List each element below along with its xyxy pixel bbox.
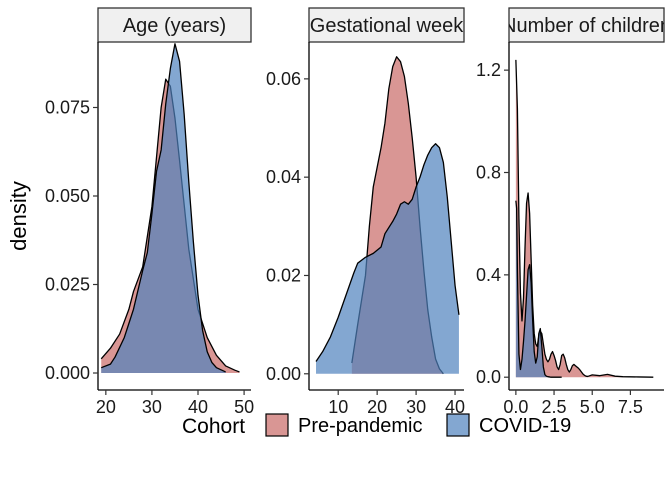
y-tick-label: 0.02 xyxy=(266,265,301,285)
x-tick-label: 7.5 xyxy=(618,397,643,417)
y-tick-label: 0.025 xyxy=(45,275,90,295)
facet-panel-number-of-children: Number of children 0.0 0.4 0.8 1.2 0.0 2.5 5.0 7… xyxy=(476,7,671,417)
y-tick-label: 0.00 xyxy=(266,364,301,384)
legend-title: Cohort xyxy=(182,415,245,438)
x-tick-label: 40 xyxy=(445,397,465,417)
legend-label-pre-pandemic: Pre-pandemic xyxy=(298,415,423,437)
facet-panel-age-years: Age (years) 0.000 0.025 0.050 0.075 20 30 40 50 xyxy=(45,7,254,417)
strip-box xyxy=(97,7,252,43)
density-area-covid-19 xyxy=(101,43,226,374)
legend-key-pre-pandemic xyxy=(265,413,289,437)
legend: Cohort Pre-pandemic COVID-19 xyxy=(182,413,571,438)
x-tick-label: 5.0 xyxy=(580,397,605,417)
x-tick-label: 0.0 xyxy=(503,397,528,417)
strip-title: Gestational week xyxy=(310,15,464,37)
x-tick-label: 30 xyxy=(142,397,162,417)
x-tick-label: 50 xyxy=(234,397,254,417)
y-tick-label: 0.4 xyxy=(476,265,501,285)
x-tick-label: 40 xyxy=(188,397,208,417)
y-axis-label: density xyxy=(6,181,31,251)
facet-panel-gestational-week: Gestational week 0.00 0.02 0.04 0.06 10 20 30 40 xyxy=(266,7,465,417)
strip-box xyxy=(508,7,665,43)
x-tick-label: 20 xyxy=(367,397,387,417)
x-tick-label: 2.5 xyxy=(542,397,567,417)
y-tick-label: 1.2 xyxy=(476,60,501,80)
y-tick-label: 0.000 xyxy=(45,363,90,383)
y-tick-label: 0.04 xyxy=(266,167,301,187)
legend-key-covid-19 xyxy=(446,413,470,437)
density-area-covid-19 xyxy=(316,143,459,374)
density-line-covid-19 xyxy=(515,200,562,378)
x-tick-label: 10 xyxy=(328,397,348,417)
strip-title: Age (years) xyxy=(123,15,226,37)
strip-title: Number of children xyxy=(502,15,671,37)
strip-box xyxy=(308,7,465,43)
y-tick-label: 0.075 xyxy=(45,97,90,117)
y-tick-label: 0.0 xyxy=(476,367,501,387)
density-area-covid-19 xyxy=(515,200,562,378)
legend-label-covid-19: COVID-19 xyxy=(479,415,571,437)
density-areas xyxy=(315,56,460,375)
x-tick-label: 30 xyxy=(406,397,426,417)
x-tick-label: 20 xyxy=(96,397,116,417)
density-areas xyxy=(100,43,240,374)
y-tick-label: 0.050 xyxy=(45,186,90,206)
density-line-pre-pandemic xyxy=(515,59,654,378)
y-tick-label: 0.8 xyxy=(476,163,501,183)
density-line-covid-19 xyxy=(100,43,226,373)
density-areas xyxy=(515,59,654,378)
density-line-covid-19 xyxy=(315,143,460,362)
y-tick-label: 0.06 xyxy=(266,69,301,89)
density-area-pre-pandemic xyxy=(515,59,654,378)
